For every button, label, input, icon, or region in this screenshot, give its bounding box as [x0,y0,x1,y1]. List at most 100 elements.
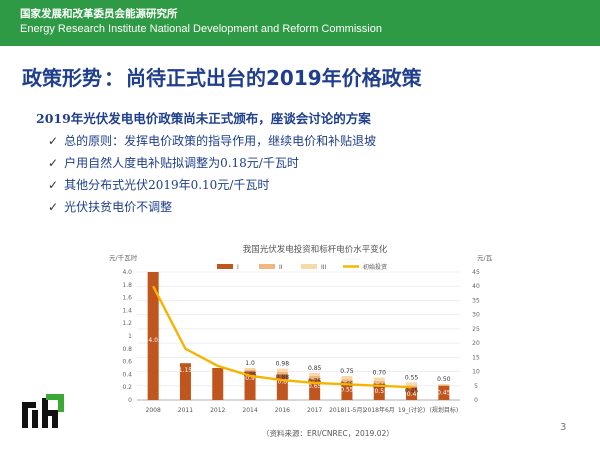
y-tick-left: 4.0 [122,269,132,276]
bullet-item: ✓ 总的原则：发挥电价政策的指导作用，继续电价和补贴退坡 [48,130,376,152]
y-tick-right: 5 [474,383,478,390]
y-tick-left: 0.4 [122,371,132,378]
y-tick-right: 40 [472,283,480,290]
bar-segment-I [244,371,256,400]
bullet-list: ✓ 总的原则：发挥电价政策的指导作用，继续电价和补贴退坡 ✓ 户用自然人度电补贴拟调… [48,130,376,218]
data-label-III: 0.98 [276,361,290,368]
bar-segment-II [276,371,288,375]
x-tick-label: 2018(1-5月) [329,407,365,414]
legend-label: I [237,264,239,271]
legend-label: II [279,264,283,271]
pv-price-chart: 我国光伏发电投资和标杆电价水平变化元/千瓦时 元/瓦 0 0.2 0.4 0.6 0.8 1 1… [105,240,505,440]
data-label-II: 0.45 [405,388,419,395]
y-tick-left: 0.8 [122,346,132,353]
legend-label: III [321,264,327,271]
bullet-item: ✓ 其他分布式光伏2019年0.10元/千瓦时 [48,174,376,196]
y-axis-left-label: 元/千瓦时 [109,253,138,262]
check-icon: ✓ [48,200,59,214]
org-name-chinese: 国家发展和改革委员会能源研究所 [20,8,178,20]
bar-segment-III [309,372,321,376]
header-bar: 国家发展和改革委员会能源研究所 Energy Research Institut… [0,0,600,46]
bullet-item: ✓ 光伏扶贫电价不调整 [48,196,376,218]
bar-segment-I [341,382,353,400]
bullet-text: 户用自然人度电补贴拟调整为0.18元/千瓦时 [64,156,299,170]
chart-title: 我国光伏发电投资和标杆电价水平变化 [243,244,388,255]
bullet-text: 光伏扶贫电价不调整 [64,200,173,214]
y-tick-left: 0.6 [122,359,132,366]
bar-segment-I [373,384,385,400]
data-label-I: 0.5 [374,388,384,395]
bar-segment-II [244,369,256,372]
y-tick-left: 0 [128,397,132,404]
bar-segment-I [276,374,288,400]
bullet-text: 其他分布式光伏2019年0.10元/千瓦时 [64,178,270,192]
institute-logo [22,392,66,432]
chart-source: （资料来源：ERI/CNREC，2019.02） [262,429,394,438]
bar-segment-I [212,368,224,400]
data-label-I: 0.4 [407,391,417,398]
data-label-I: 4.0 [148,337,158,344]
y-tick-right: 35 [472,297,480,304]
bar-segment-I [309,379,321,400]
y-tick-left: 1.8 [122,282,132,289]
bar-segment-I [406,387,418,400]
bar-segment-III [276,368,288,372]
y-axis-right-label: 元/瓦 [477,254,493,262]
y-tick-right: 20 [472,340,480,347]
y-tick-left: 1.6 [122,295,132,302]
slide-title-part2: 尚待正式出台的2019年价格政策 [126,66,422,90]
bar-segment-II [373,380,385,384]
y-tick-right: 30 [472,312,480,319]
data-label-III: 0.75 [340,368,354,375]
bar-segment-I [438,385,450,400]
check-icon: ✓ [48,134,59,148]
check-icon: ✓ [48,178,59,192]
legend-swatch [259,264,275,269]
legend-swatch [217,264,233,269]
bar-segment-II [309,376,321,380]
bullet-item: ✓ 户用自然人度电补贴拟调整为0.18元/千瓦时 [48,152,376,174]
legend-swatch [301,264,317,269]
x-tick-label: 2017 [307,407,322,414]
slide-subheading: 2019年光伏发电电价政策尚未正式颁布，座谈会讨论的方案 [36,111,371,126]
y-tick-right: 15 [472,354,480,361]
bullet-text: 总的原则：发挥电价政策的指导作用，继续电价和补贴退坡 [64,134,377,148]
x-tick-label: 19_(讨论) [398,406,425,414]
y-tick-left: 1.2 [122,320,132,327]
x-tick-label: 2014 [242,407,257,414]
data-label-III: 1.0 [245,360,255,367]
data-label-II: 0.88 [276,374,290,381]
bar-segment-III [244,368,256,370]
bar-segment-III [373,377,385,381]
data-label-III: 0.70 [373,370,387,377]
data-label-I: 0.9 [245,375,255,382]
slide-title-colon: ： [104,66,124,90]
y-tick-right: 10 [472,369,480,376]
series-line-investment [152,285,412,389]
data-label-I: 1.15 [179,367,193,374]
bar-segment-III [341,376,353,380]
data-label-I: 0.8 [278,378,288,385]
logo-icon [22,394,64,428]
x-tick-label: 2008 [146,407,161,414]
y-tick-left: 0.2 [122,384,132,391]
y-tick-left: 1 [128,333,132,340]
bar-segment-III [406,382,418,386]
y-tick-right: 25 [472,326,480,333]
data-label-II: 0.75 [308,378,322,385]
x-tick-label: 2016 [275,407,290,414]
legend-label: 初始投资 [363,263,387,271]
y-tick-right: 0 [474,397,478,404]
slide-title-part1: 政策形势 [22,66,102,90]
bar-segment-I [147,272,159,400]
data-label-III: 0.85 [308,365,322,372]
check-icon: ✓ [48,156,59,170]
bar-segment-III [438,384,450,386]
y-tick-left: 1.4 [122,307,132,314]
bar-segment-II [341,379,353,383]
org-name-english: Energy Research Institute National Devel… [20,23,382,35]
page-number: 3 [560,422,567,433]
x-tick-label: 2011 [178,407,193,414]
x-tick-label: (规划目标) [430,406,459,414]
